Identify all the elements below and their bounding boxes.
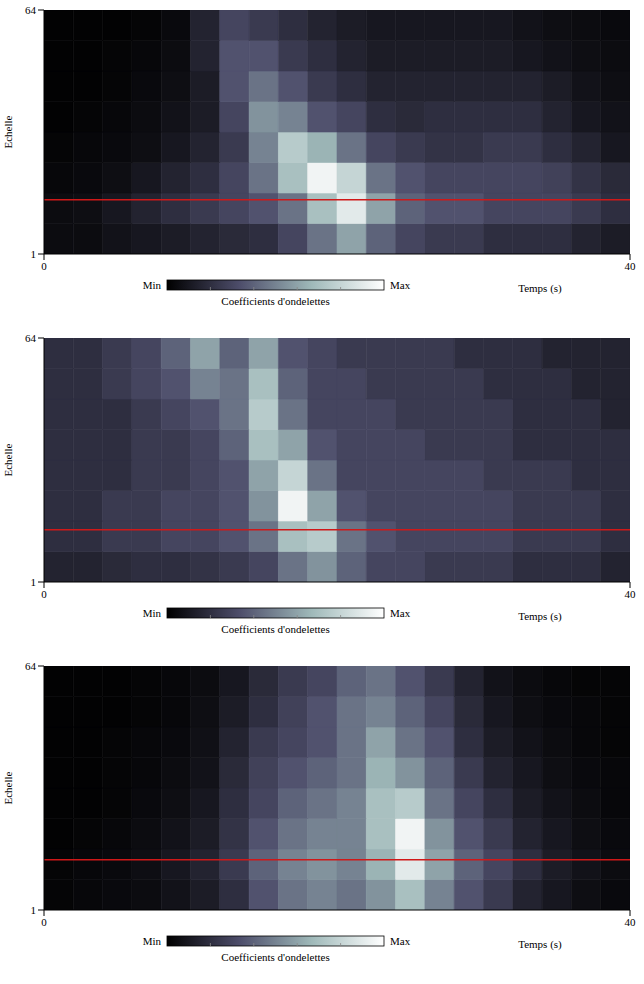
svg-text:Coefficients d'ondelettes: Coefficients d'ondelettes <box>221 951 329 963</box>
svg-text:1: 1 <box>31 248 37 260</box>
svg-text:Max: Max <box>390 607 411 619</box>
svg-text:Temps (s): Temps (s) <box>518 282 562 295</box>
svg-text:Max: Max <box>390 935 411 947</box>
svg-text:Max: Max <box>390 279 411 291</box>
svg-text:0: 0 <box>41 260 47 272</box>
svg-text:0: 0 <box>41 916 47 928</box>
svg-text:Min: Min <box>143 935 162 947</box>
svg-text:40: 40 <box>625 916 637 928</box>
svg-text:Coefficients d'ondelettes: Coefficients d'ondelettes <box>221 295 329 307</box>
svg-text:64: 64 <box>25 660 37 672</box>
svg-text:64: 64 <box>25 4 37 16</box>
svg-text:Min: Min <box>143 607 162 619</box>
svg-text:Echelle: Echelle <box>2 443 14 476</box>
svg-text:Coefficients d'ondelettes: Coefficients d'ondelettes <box>221 623 329 635</box>
svg-text:1: 1 <box>31 904 37 916</box>
svg-text:Echelle: Echelle <box>2 115 14 148</box>
svg-text:Temps (s): Temps (s) <box>518 610 562 623</box>
svg-text:1: 1 <box>31 576 37 588</box>
svg-text:Echelle: Echelle <box>2 771 14 804</box>
svg-text:40: 40 <box>625 588 637 600</box>
svg-text:Temps (s): Temps (s) <box>518 938 562 951</box>
svg-text:Min: Min <box>143 279 162 291</box>
svg-text:40: 40 <box>625 260 637 272</box>
svg-text:64: 64 <box>25 332 37 344</box>
svg-text:0: 0 <box>41 588 47 600</box>
